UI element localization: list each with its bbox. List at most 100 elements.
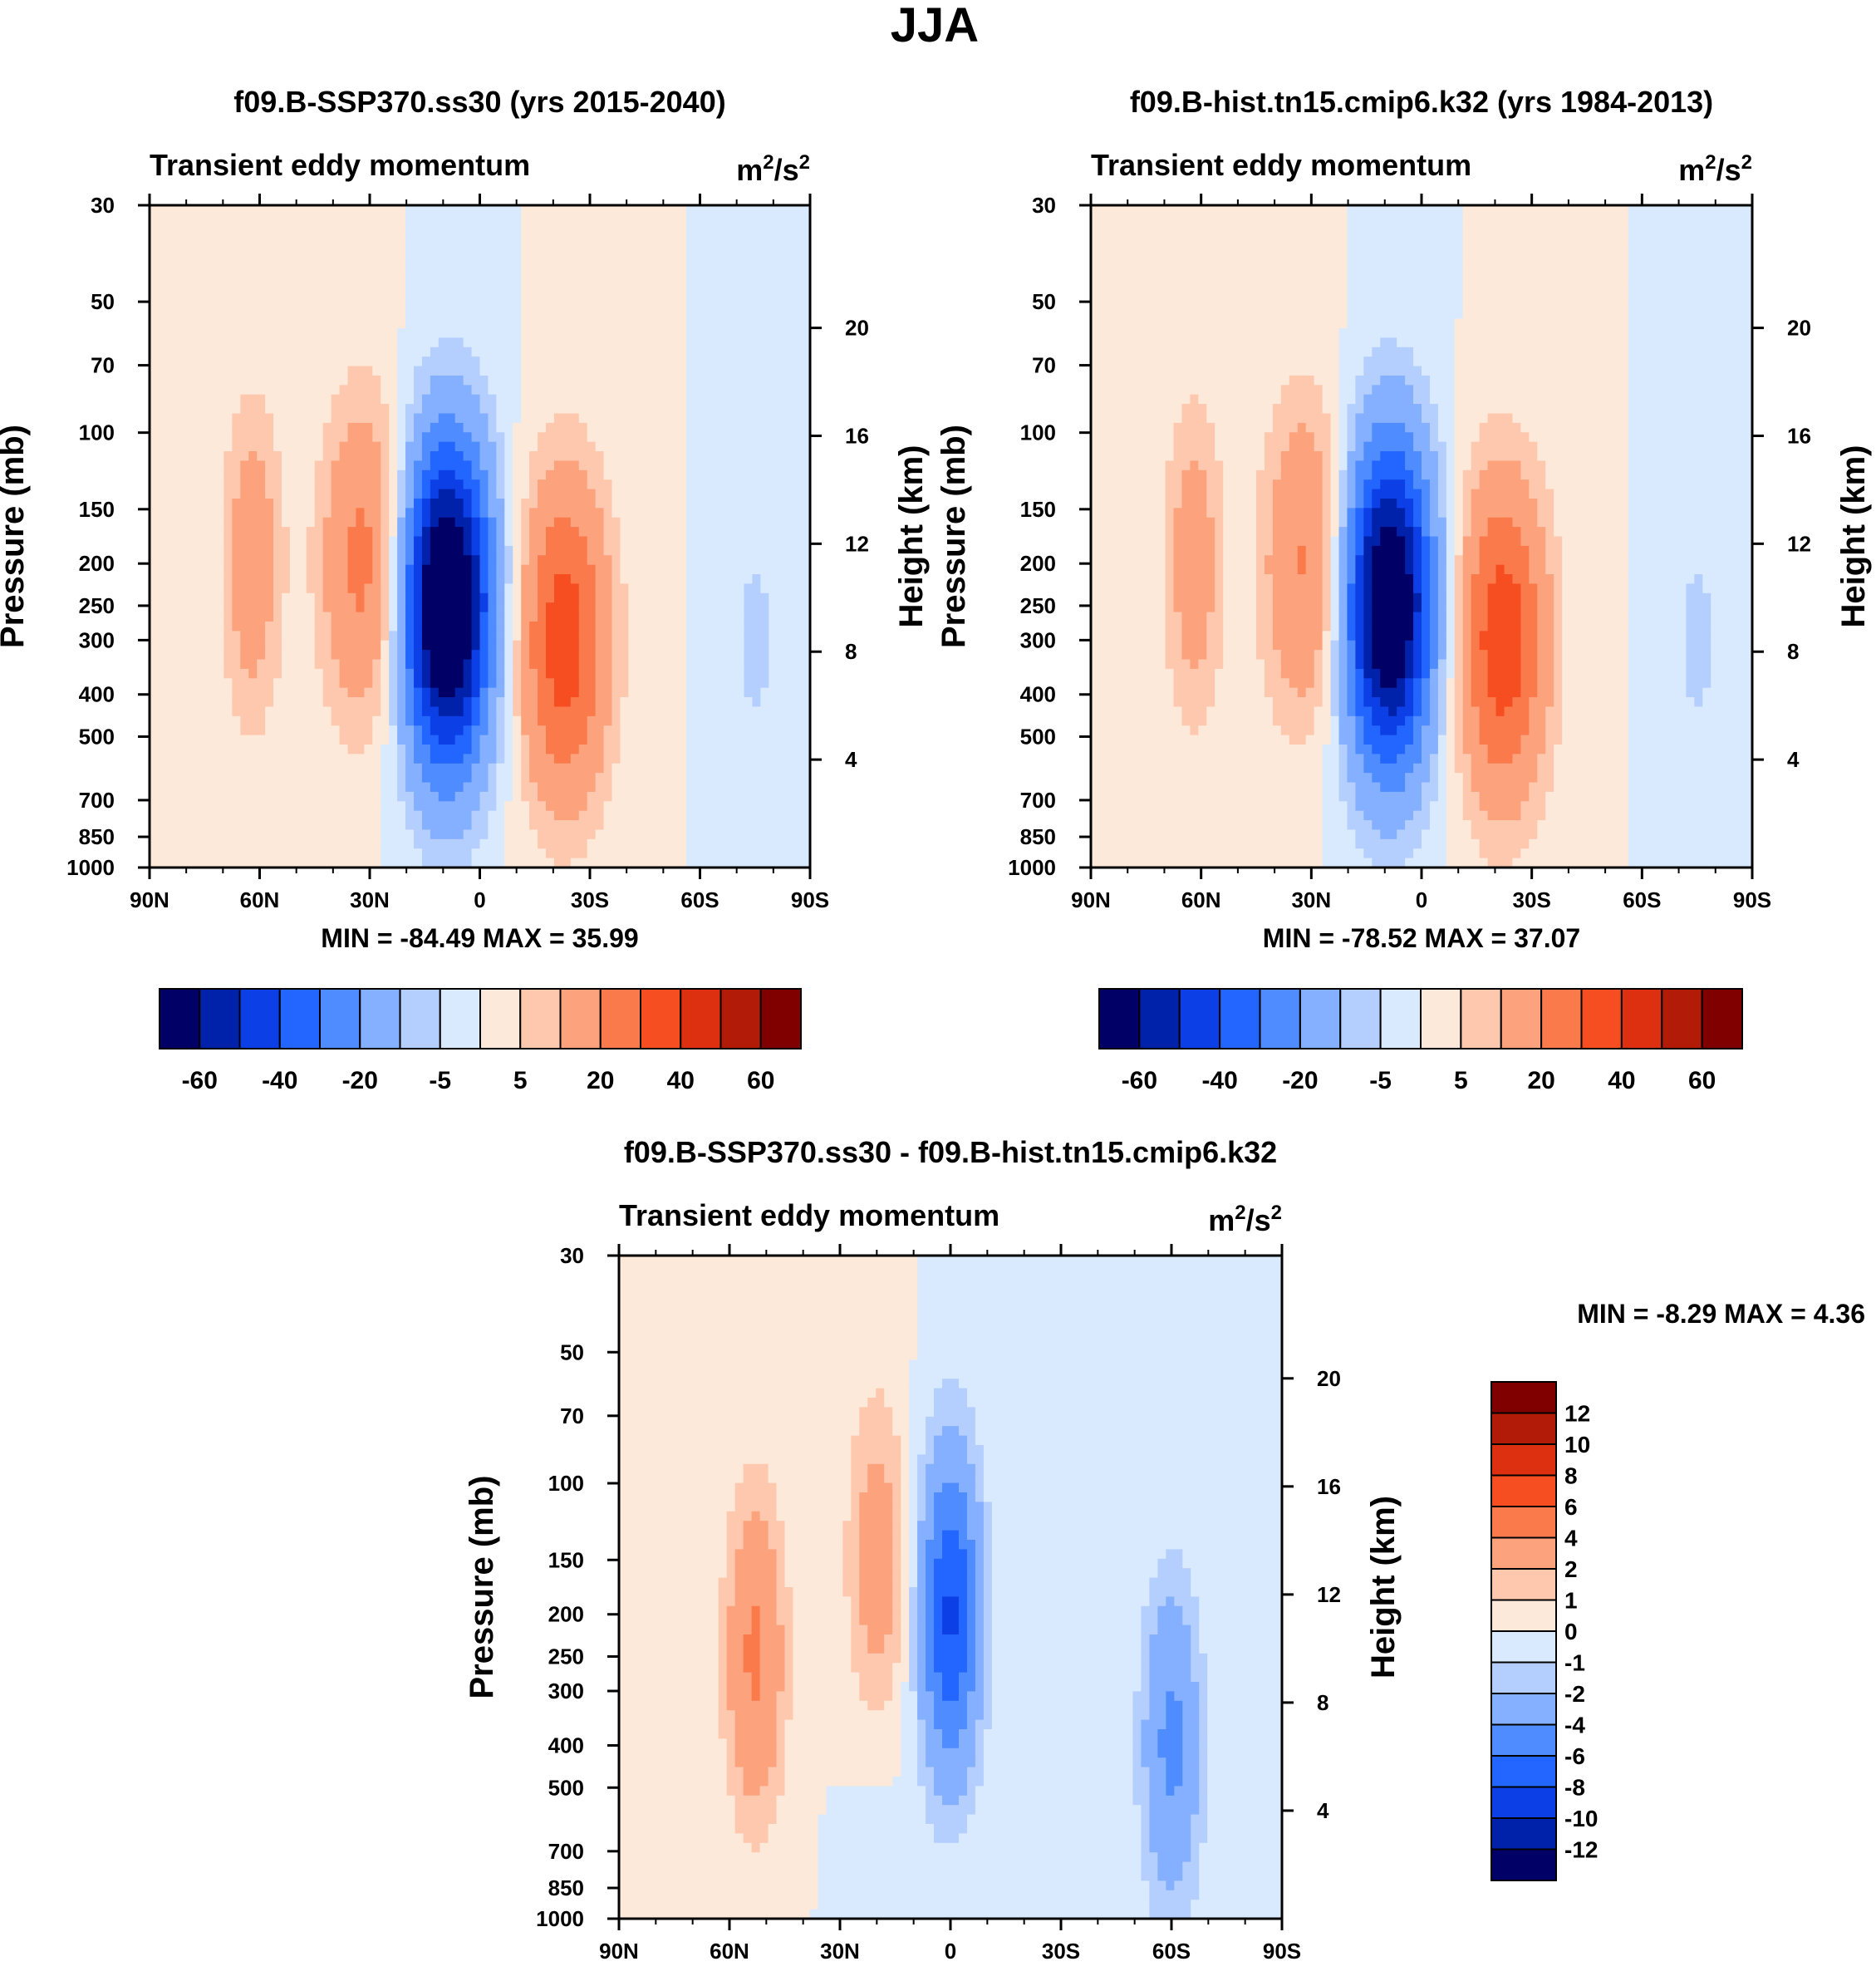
contour-cell — [744, 555, 754, 566]
contour-cell — [496, 706, 505, 717]
contour-cell — [760, 214, 769, 225]
contour-cell — [463, 356, 473, 367]
contour-cell — [479, 706, 489, 717]
contour-cell — [207, 545, 217, 556]
contour-cell — [529, 404, 538, 415]
contour-cell — [430, 735, 440, 745]
contour-cell — [165, 782, 175, 793]
contour-cell — [297, 489, 307, 499]
contour-cell — [578, 375, 588, 386]
contour-cell — [190, 224, 200, 234]
contour-cell — [670, 527, 679, 538]
contour-cell — [297, 233, 307, 244]
contour-cell — [636, 432, 646, 443]
contour-cell — [702, 527, 712, 538]
contour-cell — [702, 744, 712, 755]
contour-cell — [570, 394, 580, 405]
contour-cell — [372, 697, 381, 708]
contour-cell — [735, 763, 745, 774]
contour-cell — [273, 309, 282, 320]
contour-cell — [727, 262, 737, 273]
contour-cell — [678, 498, 687, 509]
contour-cell — [297, 271, 307, 282]
contour-cell — [265, 555, 274, 566]
contour-cell — [150, 602, 159, 613]
contour-cell — [702, 583, 712, 594]
contour-cell — [578, 498, 588, 509]
contour-cell — [611, 309, 621, 320]
contour-cell — [405, 687, 415, 698]
contour-cell — [182, 469, 192, 480]
contour-cell — [282, 262, 291, 273]
contour-cell — [190, 508, 200, 519]
contour-cell — [595, 706, 605, 717]
contour-cell — [150, 469, 159, 480]
contour-cell — [636, 621, 646, 632]
contour-cell — [479, 318, 489, 329]
contour-cell — [562, 517, 572, 528]
contour-cell — [372, 309, 381, 320]
contour-cell — [661, 404, 670, 415]
contour-cell — [165, 564, 175, 575]
contour-cell — [529, 347, 538, 357]
contour-cell — [190, 668, 200, 679]
contour-cell — [454, 592, 464, 603]
contour-cell — [678, 479, 687, 490]
contour-cell — [446, 498, 456, 509]
contour-cell — [678, 754, 687, 764]
contour-cell — [538, 668, 547, 679]
contour-cell — [165, 583, 175, 594]
contour-cell — [438, 205, 448, 215]
contour-cell — [174, 356, 184, 367]
contour-cell — [381, 489, 390, 499]
contour-cell — [207, 782, 217, 793]
contour-cell — [513, 233, 522, 244]
contour-cell — [710, 715, 720, 726]
contour-cell — [297, 328, 307, 338]
contour-cell — [777, 385, 786, 396]
contour-cell — [215, 564, 225, 575]
contour-cell — [793, 508, 803, 519]
contour-cell — [521, 347, 530, 357]
contour-cell — [735, 460, 745, 471]
contour-cell — [595, 328, 605, 338]
contour-cell — [282, 612, 291, 622]
contour-cell — [223, 309, 233, 320]
contour-cell — [421, 356, 431, 367]
contour-cell — [752, 375, 761, 386]
contour-cell — [331, 754, 341, 764]
contour-cell — [232, 290, 241, 301]
contour-cell — [553, 451, 563, 462]
contour-cell — [182, 281, 192, 292]
contour-cell — [529, 621, 538, 632]
contour-cell — [645, 668, 654, 679]
contour-cell — [529, 678, 538, 689]
contour-cell — [248, 413, 258, 424]
contour-cell — [356, 574, 365, 585]
contour-cell — [265, 697, 274, 708]
contour-cell — [397, 489, 406, 499]
contour-cell — [265, 432, 274, 443]
contour-cell — [752, 602, 761, 613]
contour-cell — [372, 602, 381, 613]
contour-cell — [438, 337, 448, 348]
contour-cell — [331, 422, 341, 433]
contour-cell — [760, 650, 769, 661]
contour-cell — [504, 612, 513, 622]
contour-cell — [785, 252, 794, 263]
contour-cell — [322, 697, 332, 708]
contour-cell — [538, 271, 547, 282]
contour-cell — [670, 668, 679, 679]
contour-cell — [793, 735, 803, 745]
contour-cell — [405, 385, 415, 396]
contour-cell — [777, 224, 786, 234]
contour-cell — [165, 678, 175, 689]
contour-cell — [611, 413, 621, 424]
contour-cell — [190, 366, 200, 376]
contour-cell — [372, 469, 381, 480]
contour-cell — [273, 451, 282, 462]
contour-cell — [273, 214, 282, 225]
contour-cell — [248, 763, 258, 774]
contour-cell — [174, 659, 184, 670]
contour-cell — [479, 309, 489, 320]
